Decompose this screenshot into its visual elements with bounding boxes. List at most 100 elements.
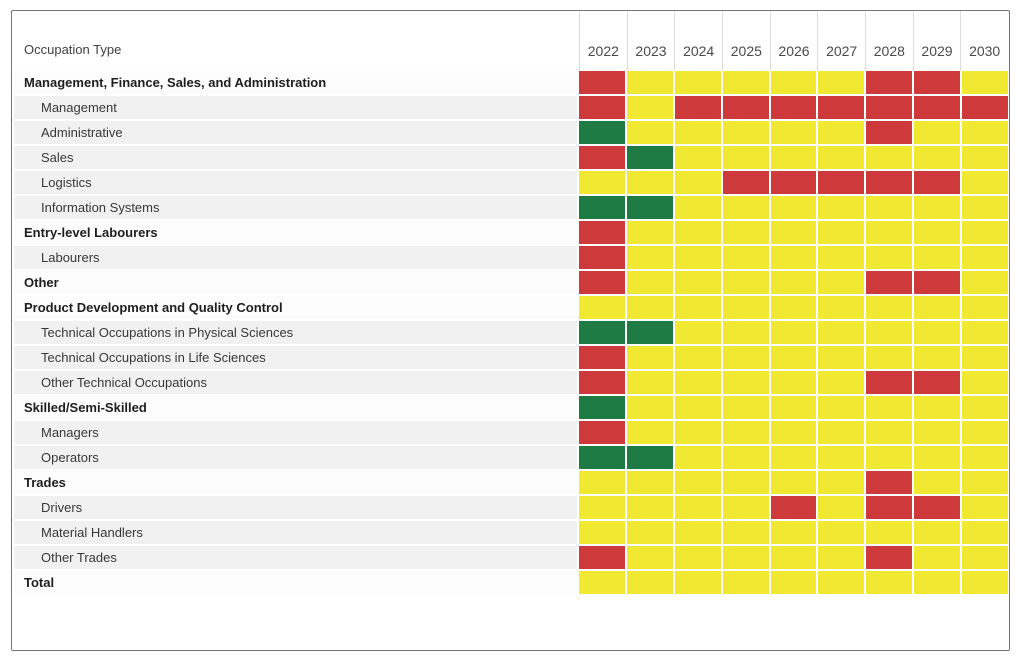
heatmap-cell	[770, 146, 817, 169]
heatmap-cell	[579, 271, 625, 294]
heatmap-cell	[674, 121, 721, 144]
heatmap-cell	[626, 571, 673, 594]
table-row: Information Systems	[14, 196, 1008, 219]
heatmap-cell	[866, 246, 913, 269]
heatmap-cell	[674, 446, 721, 469]
heatmap-cell	[962, 446, 1008, 469]
row-cells	[579, 196, 1008, 219]
table-row: Administrative	[14, 121, 1008, 144]
heatmap-cell	[579, 346, 625, 369]
heatmap-cell	[770, 571, 817, 594]
row-cells	[579, 471, 1008, 494]
heatmap-cell	[722, 246, 769, 269]
row-cells	[579, 396, 1008, 419]
table-row: Other	[14, 271, 1008, 294]
row-label: Other Technical Occupations	[14, 371, 577, 394]
heatmap-cell	[866, 471, 913, 494]
heatmap-cell	[866, 546, 913, 569]
heatmap-cell	[722, 321, 769, 344]
heatmap-cell	[770, 396, 817, 419]
table-row: Logistics	[14, 171, 1008, 194]
heatmap-cell	[722, 196, 769, 219]
heatmap-cell	[818, 371, 865, 394]
heatmap-cell	[579, 396, 625, 419]
heatmap-cell	[722, 71, 769, 94]
heatmap-cell	[579, 421, 625, 444]
heatmap-cell	[674, 246, 721, 269]
row-cells	[579, 121, 1008, 144]
heatmap-cell	[770, 271, 817, 294]
heatmap-cell	[626, 371, 673, 394]
heatmap-cell	[818, 196, 865, 219]
heatmap-cell	[770, 296, 817, 319]
row-label: Management, Finance, Sales, and Administ…	[14, 71, 577, 94]
heatmap-cell	[818, 396, 865, 419]
heatmap-cell	[626, 71, 673, 94]
heatmap-cell	[770, 521, 817, 544]
table-row: Sales	[14, 146, 1008, 169]
heatmap-cell	[722, 121, 769, 144]
row-cells	[579, 321, 1008, 344]
heatmap-cell	[722, 471, 769, 494]
heatmap-cell	[962, 221, 1008, 244]
heatmap-cell	[579, 171, 625, 194]
row-cells	[579, 521, 1008, 544]
heatmap-cell	[914, 421, 961, 444]
heatmap-cell	[770, 171, 817, 194]
table-row: Material Handlers	[14, 521, 1008, 544]
heatmap-cell	[962, 121, 1008, 144]
heatmap-cell	[818, 271, 865, 294]
heatmap-cell	[579, 146, 625, 169]
row-cells	[579, 371, 1008, 394]
heatmap-cell	[579, 246, 625, 269]
year-column-header: 2025	[722, 11, 770, 70]
heatmap-cell	[866, 96, 913, 119]
heatmap-cell	[722, 496, 769, 519]
heatmap-cell	[818, 546, 865, 569]
heatmap-cell	[866, 446, 913, 469]
heatmap-cell	[579, 96, 625, 119]
heatmap-cell	[579, 321, 625, 344]
heatmap-cell	[770, 321, 817, 344]
heatmap-cell	[914, 71, 961, 94]
heatmap-cell	[770, 96, 817, 119]
heatmap-cell	[626, 121, 673, 144]
heatmap-cell	[626, 471, 673, 494]
table-row: Other Technical Occupations	[14, 371, 1008, 394]
row-cells	[579, 571, 1008, 594]
heatmap-cell	[626, 396, 673, 419]
table-row: Entry-level Labourers	[14, 221, 1008, 244]
heatmap-cell	[914, 321, 961, 344]
heatmap-cell	[722, 546, 769, 569]
heatmap-cell	[770, 471, 817, 494]
table-row: Technical Occupations in Life Sciences	[14, 346, 1008, 369]
heatmap-cell	[962, 521, 1008, 544]
heatmap-cell	[962, 271, 1008, 294]
heatmap-cell	[914, 121, 961, 144]
heatmap-cell	[866, 321, 913, 344]
heatmap-cell	[579, 121, 625, 144]
heatmap-cell	[866, 171, 913, 194]
heatmap-cell	[818, 71, 865, 94]
heatmap-cell	[722, 371, 769, 394]
heatmap-cell	[579, 71, 625, 94]
row-label: Technical Occupations in Life Sciences	[14, 346, 577, 369]
heatmap-frame: Occupation Type 2022 2023 2024 2025 2026 2027…	[11, 10, 1010, 651]
heatmap-cell	[866, 296, 913, 319]
heatmap-cell	[579, 471, 625, 494]
heatmap-cell	[674, 346, 721, 369]
heatmap-cell	[818, 446, 865, 469]
table-row: Managers	[14, 421, 1008, 444]
table-row: Management, Finance, Sales, and Administ…	[14, 71, 1008, 94]
heatmap-cell	[722, 221, 769, 244]
row-cells	[579, 71, 1008, 94]
heatmap-cell	[626, 171, 673, 194]
occupation-type-header: Occupation Type	[24, 42, 122, 57]
heatmap-cell	[674, 421, 721, 444]
heatmap-cell	[962, 321, 1008, 344]
heatmap-cell	[674, 471, 721, 494]
heatmap-cell	[866, 71, 913, 94]
heatmap-cell	[818, 321, 865, 344]
heatmap-cell	[818, 521, 865, 544]
heatmap-cell	[674, 146, 721, 169]
